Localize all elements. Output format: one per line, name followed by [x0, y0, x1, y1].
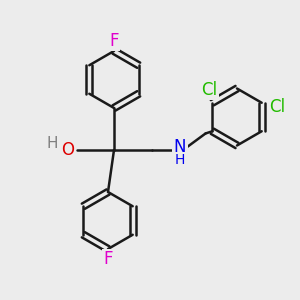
Text: O: O — [61, 141, 75, 159]
Text: F: F — [109, 32, 119, 50]
Text: N: N — [174, 138, 186, 156]
Text: F: F — [103, 250, 113, 268]
Text: H: H — [175, 153, 185, 166]
Text: H: H — [47, 136, 58, 152]
Text: Cl: Cl — [201, 81, 218, 99]
Text: Cl: Cl — [269, 98, 285, 116]
